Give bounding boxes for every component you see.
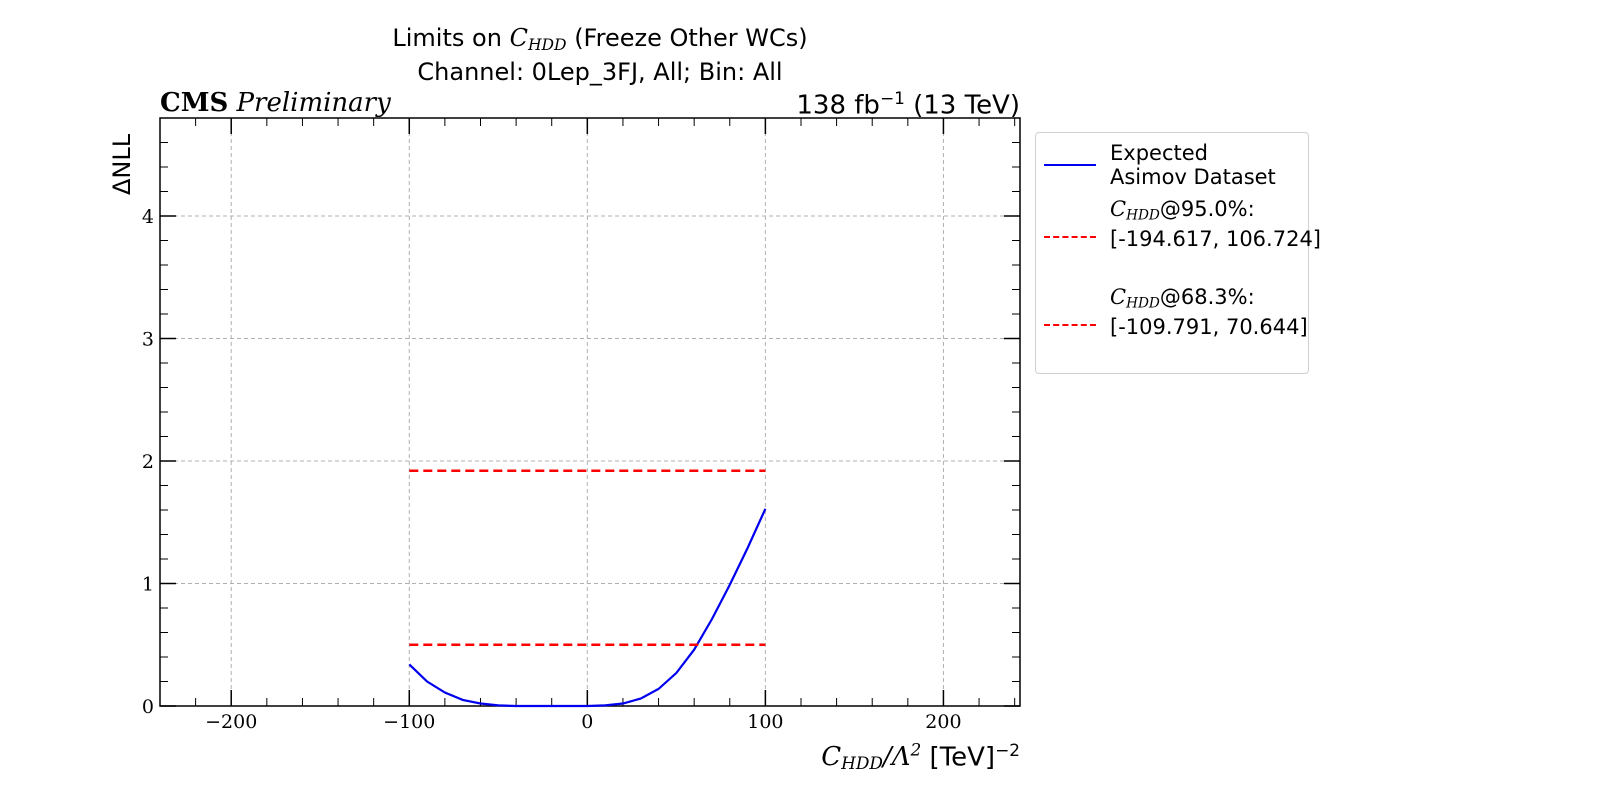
x-tick-label-3: 100 (747, 711, 783, 733)
legend-entry-expected: Expected Asimov Dataset (1036, 141, 1308, 191)
x-tick-label-2: 0 (581, 711, 593, 733)
y-tick-label-4: 4 (142, 206, 154, 228)
y-tick-label-0: 0 (142, 696, 154, 718)
legend-swatch-expected (1044, 164, 1096, 166)
y-tick-label-3: 3 (142, 329, 154, 351)
legend-expected-line1: Expected (1110, 141, 1208, 165)
legend-swatch-cl68 (1044, 324, 1096, 326)
legend: Expected Asimov Dataset CHDD@95.0%: [-19… (1035, 132, 1321, 374)
title-wc: CHDD (509, 24, 567, 54)
legend-entry-cl95: CHDD@95.0%: [-194.617, 106.724] (1036, 195, 1321, 253)
x-tick-label-1: −100 (383, 711, 435, 733)
legend-cl95-label: CHDD@95.0%: (1110, 197, 1255, 224)
legend-expected-line2: Asimov Dataset (1110, 165, 1276, 189)
x-tick-label-4: 200 (925, 711, 961, 733)
experiment-status: Preliminary (236, 88, 391, 118)
experiment-name: CMS (160, 88, 229, 118)
legend-entry-cl68: CHDD@68.3%: [-109.791, 70.644] (1036, 283, 1308, 341)
title-prefix: Limits on (392, 24, 502, 52)
plot-frame (159, 117, 1021, 707)
series-line-0 (408, 508, 767, 708)
legend-cl68-interval: [-109.791, 70.644] (1110, 315, 1308, 340)
luminosity-label: 138 fb−1 (13 TeV) (796, 88, 1020, 121)
legend-swatch-cl95 (1044, 236, 1096, 238)
x-tick-label-0: −200 (205, 711, 257, 733)
chart-title: Limits on CHDD (Freeze Other WCs) (260, 24, 940, 59)
legend-cl68-label: CHDD@68.3%: (1110, 285, 1255, 312)
chart-subtitle: Channel: 0Lep_3FJ, All; Bin: All (417, 58, 783, 86)
y-tick-label-1: 1 (142, 574, 154, 596)
y-tick-label-2: 2 (142, 451, 154, 473)
x-axis-label: CHDD/Λ2 [TeV]−2 (821, 740, 1020, 774)
experiment-label: CMS Preliminary (160, 88, 391, 118)
title-suffix: (Freeze Other WCs) (574, 24, 808, 52)
legend-cl95-interval: [-194.617, 106.724] (1110, 227, 1321, 252)
